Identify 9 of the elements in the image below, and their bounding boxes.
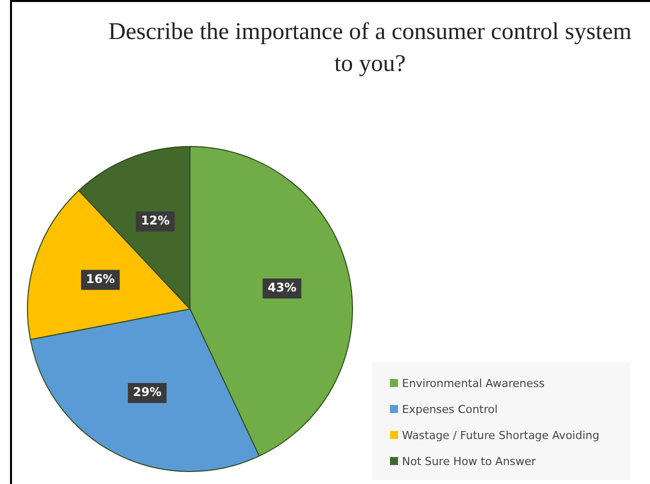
data-label: 43% xyxy=(268,280,296,295)
legend-label: Environmental Awareness xyxy=(402,376,545,390)
data-label: 12% xyxy=(140,213,170,228)
legend-label: Wastage / Future Shortage Avoiding xyxy=(402,428,600,442)
data-label: 29% xyxy=(132,385,162,400)
data-label: 16% xyxy=(86,272,115,286)
legend-label: Expenses Control xyxy=(402,402,498,416)
legend-label: Not Sure How to Answer xyxy=(402,454,536,468)
chart-title: Describe the importance of a consumer control system to you? xyxy=(107,18,633,79)
